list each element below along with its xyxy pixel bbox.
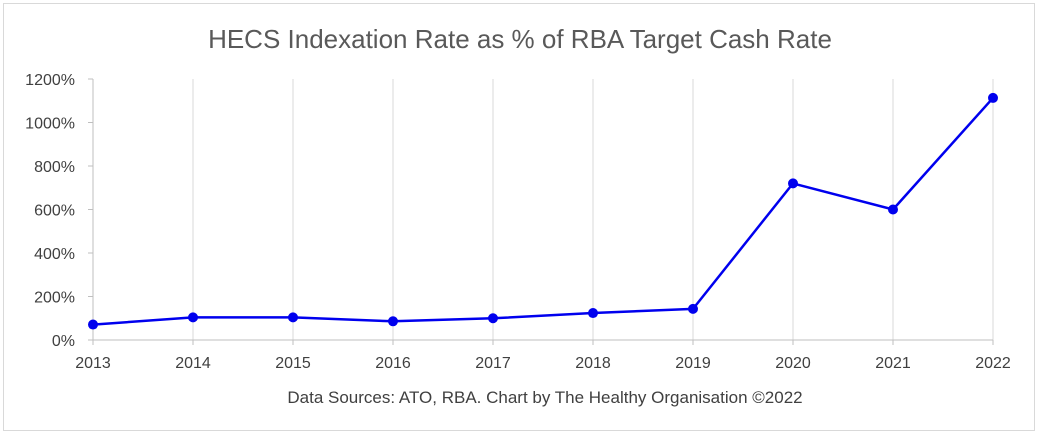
chart-frame [3, 3, 1035, 431]
y-tick-label: 1000% [25, 116, 75, 133]
chart-footer: Data Sources: ATO, RBA. Chart by The Hea… [287, 388, 802, 407]
data-point [988, 92, 998, 103]
x-tick-label: 2013 [75, 355, 111, 372]
x-tick-label: 2018 [575, 355, 611, 372]
series-path [92, 97, 994, 326]
data-point [688, 303, 698, 314]
x-tick-label: 2022 [975, 355, 1011, 372]
x-tick-label: 2017 [475, 355, 511, 372]
y-tick-labels: 0% 200% 400% 600% 800% 1000% 1200% [25, 72, 75, 350]
x-tick-label: 2014 [175, 355, 211, 372]
y-tick-label: 0% [52, 333, 75, 350]
axes [88, 78, 994, 345]
x-tick-label: 2016 [375, 355, 411, 372]
y-tick-label: 800% [34, 159, 75, 176]
y-tick-label: 1200% [25, 72, 75, 89]
data-point [188, 312, 198, 323]
y-tick-label: 600% [34, 203, 75, 220]
data-point [588, 308, 598, 319]
x-tick-label: 2020 [775, 355, 811, 372]
x-tick-label: 2019 [675, 355, 711, 372]
y-tick-label: 200% [34, 290, 75, 307]
data-point [388, 316, 398, 327]
data-point [488, 313, 498, 324]
gridlines [192, 79, 994, 340]
data-point [288, 312, 298, 323]
x-tick-label: 2021 [875, 355, 911, 372]
x-tick-label: 2015 [275, 355, 311, 372]
x-tick-labels: 2013 2014 2015 2016 2017 2018 2019 2020 2021 2022 [75, 355, 1011, 372]
data-point [888, 204, 898, 215]
y-tick-label: 400% [34, 246, 75, 263]
chart-title: HECS Indexation Rate as % of RBA Target … [208, 24, 832, 54]
data-point [788, 178, 798, 189]
data-points [88, 92, 998, 330]
data-point [88, 319, 98, 330]
series-line [92, 97, 994, 326]
